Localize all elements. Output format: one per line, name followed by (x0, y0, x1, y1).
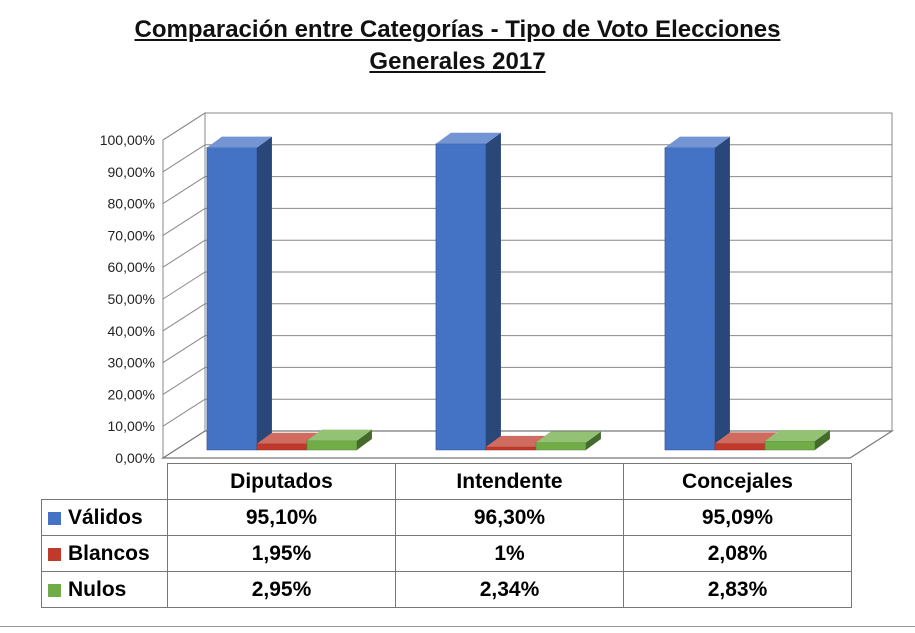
bar-top (435, 132, 501, 144)
gridline (162, 207, 206, 236)
bar-válidos (664, 147, 716, 451)
y-tick-label: 20,00% (108, 386, 155, 402)
bar-top (306, 429, 372, 441)
bottom-divider (0, 626, 915, 627)
table-corner (41, 463, 168, 500)
data-label: 2,08% (623, 535, 852, 572)
series-name: Nulos (68, 577, 127, 601)
gridline (162, 271, 206, 300)
category-header: Concejales (623, 463, 852, 500)
bar-top (714, 432, 780, 444)
bar-side (814, 430, 830, 450)
data-label: 1,95% (167, 535, 396, 572)
category-header: Intendente (395, 463, 624, 500)
bar-blancos (714, 443, 766, 451)
bar-top (485, 435, 551, 447)
gridline (162, 239, 206, 268)
y-tick-label: 30,00% (108, 355, 155, 371)
data-label: 95,09% (623, 499, 852, 536)
series-name: Blancos (68, 541, 150, 565)
bar-top (764, 430, 830, 442)
y-tick-label: 100,00% (100, 132, 155, 148)
y-tick-label: 50,00% (108, 291, 155, 307)
bar-side (356, 429, 372, 450)
y-tick-label: 70,00% (108, 227, 155, 243)
bar-side (714, 136, 730, 450)
y-tick-label: 40,00% (108, 323, 155, 339)
data-label: 2,83% (623, 571, 852, 608)
bar-blancos (485, 446, 537, 451)
y-tick-label: 10,00% (108, 418, 155, 434)
legend-entry-nulos: Nulos (41, 571, 168, 608)
bar-nulos (764, 440, 816, 451)
data-label: 1% (395, 535, 624, 572)
data-label: 2,34% (395, 571, 624, 608)
y-tick-label: 80,00% (108, 196, 155, 212)
data-table: Diputados Intendente Concejales Válidos … (41, 463, 852, 608)
y-tick-label: 90,00% (108, 164, 155, 180)
legend-swatch-nulos (48, 583, 61, 597)
bar-side (256, 136, 272, 450)
legend-entry-blancos: Blancos (41, 535, 168, 572)
y-tick-label: 0,00% (115, 450, 155, 466)
table-row: Nulos 2,95% 2,34% 2,83% (41, 571, 852, 608)
bar-top (256, 432, 322, 444)
chart-title-line-1: Comparación entre Categorías - Tipo de V… (134, 16, 781, 43)
legend-swatch-validos (48, 511, 61, 525)
gridline (162, 144, 206, 173)
data-label: 96,30% (395, 499, 624, 536)
bar-válidos (206, 147, 258, 451)
chart-plot: 0,00% 10,00% 20,00% 30,00% 40,00% 50,00% 60,00… (100, 112, 895, 466)
table-header-row: Diputados Intendente Concejales (41, 463, 852, 500)
gridline (162, 366, 206, 395)
chart-title-line-2: Generales 2017 (369, 48, 546, 75)
data-label: 2,95% (167, 571, 396, 608)
gridline (162, 112, 206, 141)
series-name: Válidos (68, 505, 143, 529)
bar-válidos (435, 143, 487, 451)
table-row: Válidos 95,10% 96,30% 95,09% (41, 499, 852, 536)
gridline (162, 335, 206, 364)
category-header: Diputados (167, 463, 396, 500)
bar-nulos (535, 442, 587, 451)
gridline (162, 176, 206, 205)
bar-top (664, 136, 730, 148)
bar-blancos (256, 443, 308, 451)
gridline (162, 398, 206, 427)
data-label: 95,10% (167, 499, 396, 536)
bar-side (585, 431, 601, 450)
gridline (162, 303, 206, 332)
legend-swatch-blancos (48, 547, 61, 561)
bar-nulos (306, 440, 358, 451)
chart-title: Comparación entre Categorías - Tipo de V… (0, 14, 915, 78)
bar-top (535, 431, 601, 443)
legend-entry-validos: Válidos (41, 499, 168, 536)
table-row: Blancos 1,95% 1% 2,08% (41, 535, 852, 572)
bar-side (485, 132, 501, 451)
y-tick-label: 60,00% (108, 259, 155, 275)
bar-top (206, 136, 272, 148)
